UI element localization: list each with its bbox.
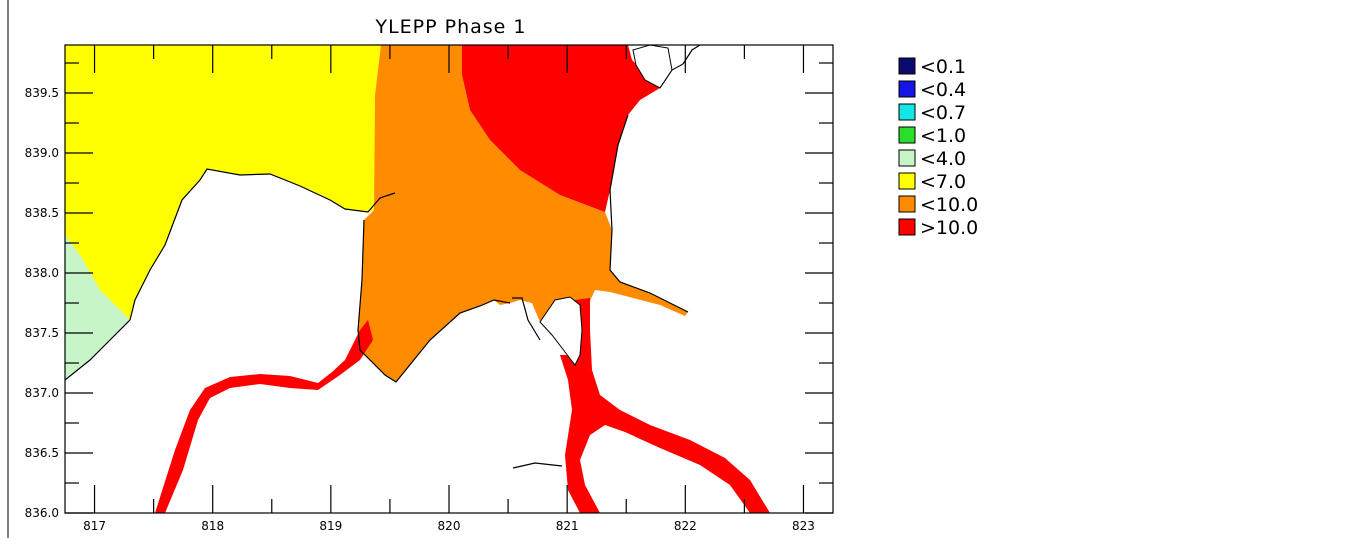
x-tick-label: 821	[556, 519, 579, 533]
legend-label: >10.0	[920, 217, 978, 239]
plot-area: 817 818 819 820 821 822 823 836.0 836.5 837.0 837…	[25, 44, 834, 533]
legend-item: <0.1	[898, 56, 966, 78]
zone-4-0	[65, 235, 130, 380]
y-tick-label: 839.0	[25, 146, 59, 160]
zone-10-0	[358, 45, 688, 382]
legend-label: <7.0	[920, 171, 966, 193]
y-axis-labels: 836.0 836.5 837.0 837.5 838.0 838.5 839.0 839.5	[25, 86, 59, 520]
y-tick-label: 838.0	[25, 266, 59, 280]
legend-label: <4.0	[920, 148, 966, 170]
legend-item: <4.0	[898, 148, 966, 170]
legend-label: <10.0	[920, 194, 978, 216]
legend-swatch	[898, 172, 916, 190]
pier-a	[512, 297, 541, 341]
map-title: YLEPP Phase 1	[374, 16, 526, 38]
y-tick-label: 837.0	[25, 386, 59, 400]
legend-swatch	[898, 103, 916, 121]
legend-label: <0.1	[920, 56, 966, 78]
legend-item: <0.4	[898, 79, 966, 101]
legend-swatch	[898, 195, 916, 213]
zone-gt-10-c	[560, 298, 770, 513]
legend-swatch	[898, 218, 916, 236]
x-tick-label: 820	[438, 519, 461, 533]
y-tick-label: 837.5	[25, 326, 59, 340]
x-axis-labels: 817 818 819 820 821 822 823	[83, 519, 815, 533]
pier-c	[682, 45, 701, 65]
shoreline-a	[65, 168, 396, 381]
zone-gt-10-a	[462, 45, 660, 212]
y-tick-label: 838.5	[25, 206, 59, 220]
x-tick-label: 819	[319, 519, 342, 533]
x-tick-label: 818	[201, 519, 224, 533]
legend-label: <0.4	[920, 79, 966, 101]
legend-swatch	[898, 126, 916, 144]
x-tick-label: 823	[792, 519, 815, 533]
legend-label: <0.7	[920, 102, 966, 124]
island	[539, 296, 583, 366]
shoreline-b	[357, 219, 511, 383]
zone-7-0	[65, 45, 381, 320]
legend-swatch	[898, 57, 916, 75]
legend-item: >10.0	[898, 217, 978, 239]
legend-swatch	[898, 149, 916, 167]
legend-item: <0.7	[898, 102, 966, 124]
legend-item: <7.0	[898, 171, 966, 193]
zone-gt-10-b	[155, 320, 373, 513]
legend-item: <10.0	[898, 194, 978, 216]
legend-label: <1.0	[920, 125, 966, 147]
notch-line	[659, 63, 684, 89]
legend-swatch	[898, 80, 916, 98]
legend-item: <1.0	[898, 125, 966, 147]
pier-b	[512, 462, 563, 469]
x-tick-label: 822	[674, 519, 697, 533]
axis-ticks	[65, 45, 833, 514]
y-tick-label: 836.5	[25, 446, 59, 460]
legend: <0.1<0.4<0.7<1.0<4.0<7.0<10.0>10.0	[898, 56, 978, 239]
shoreline-c	[609, 114, 689, 313]
y-tick-label: 836.0	[25, 506, 59, 520]
y-tick-label: 839.5	[25, 86, 59, 100]
x-tick-label: 817	[83, 519, 106, 533]
